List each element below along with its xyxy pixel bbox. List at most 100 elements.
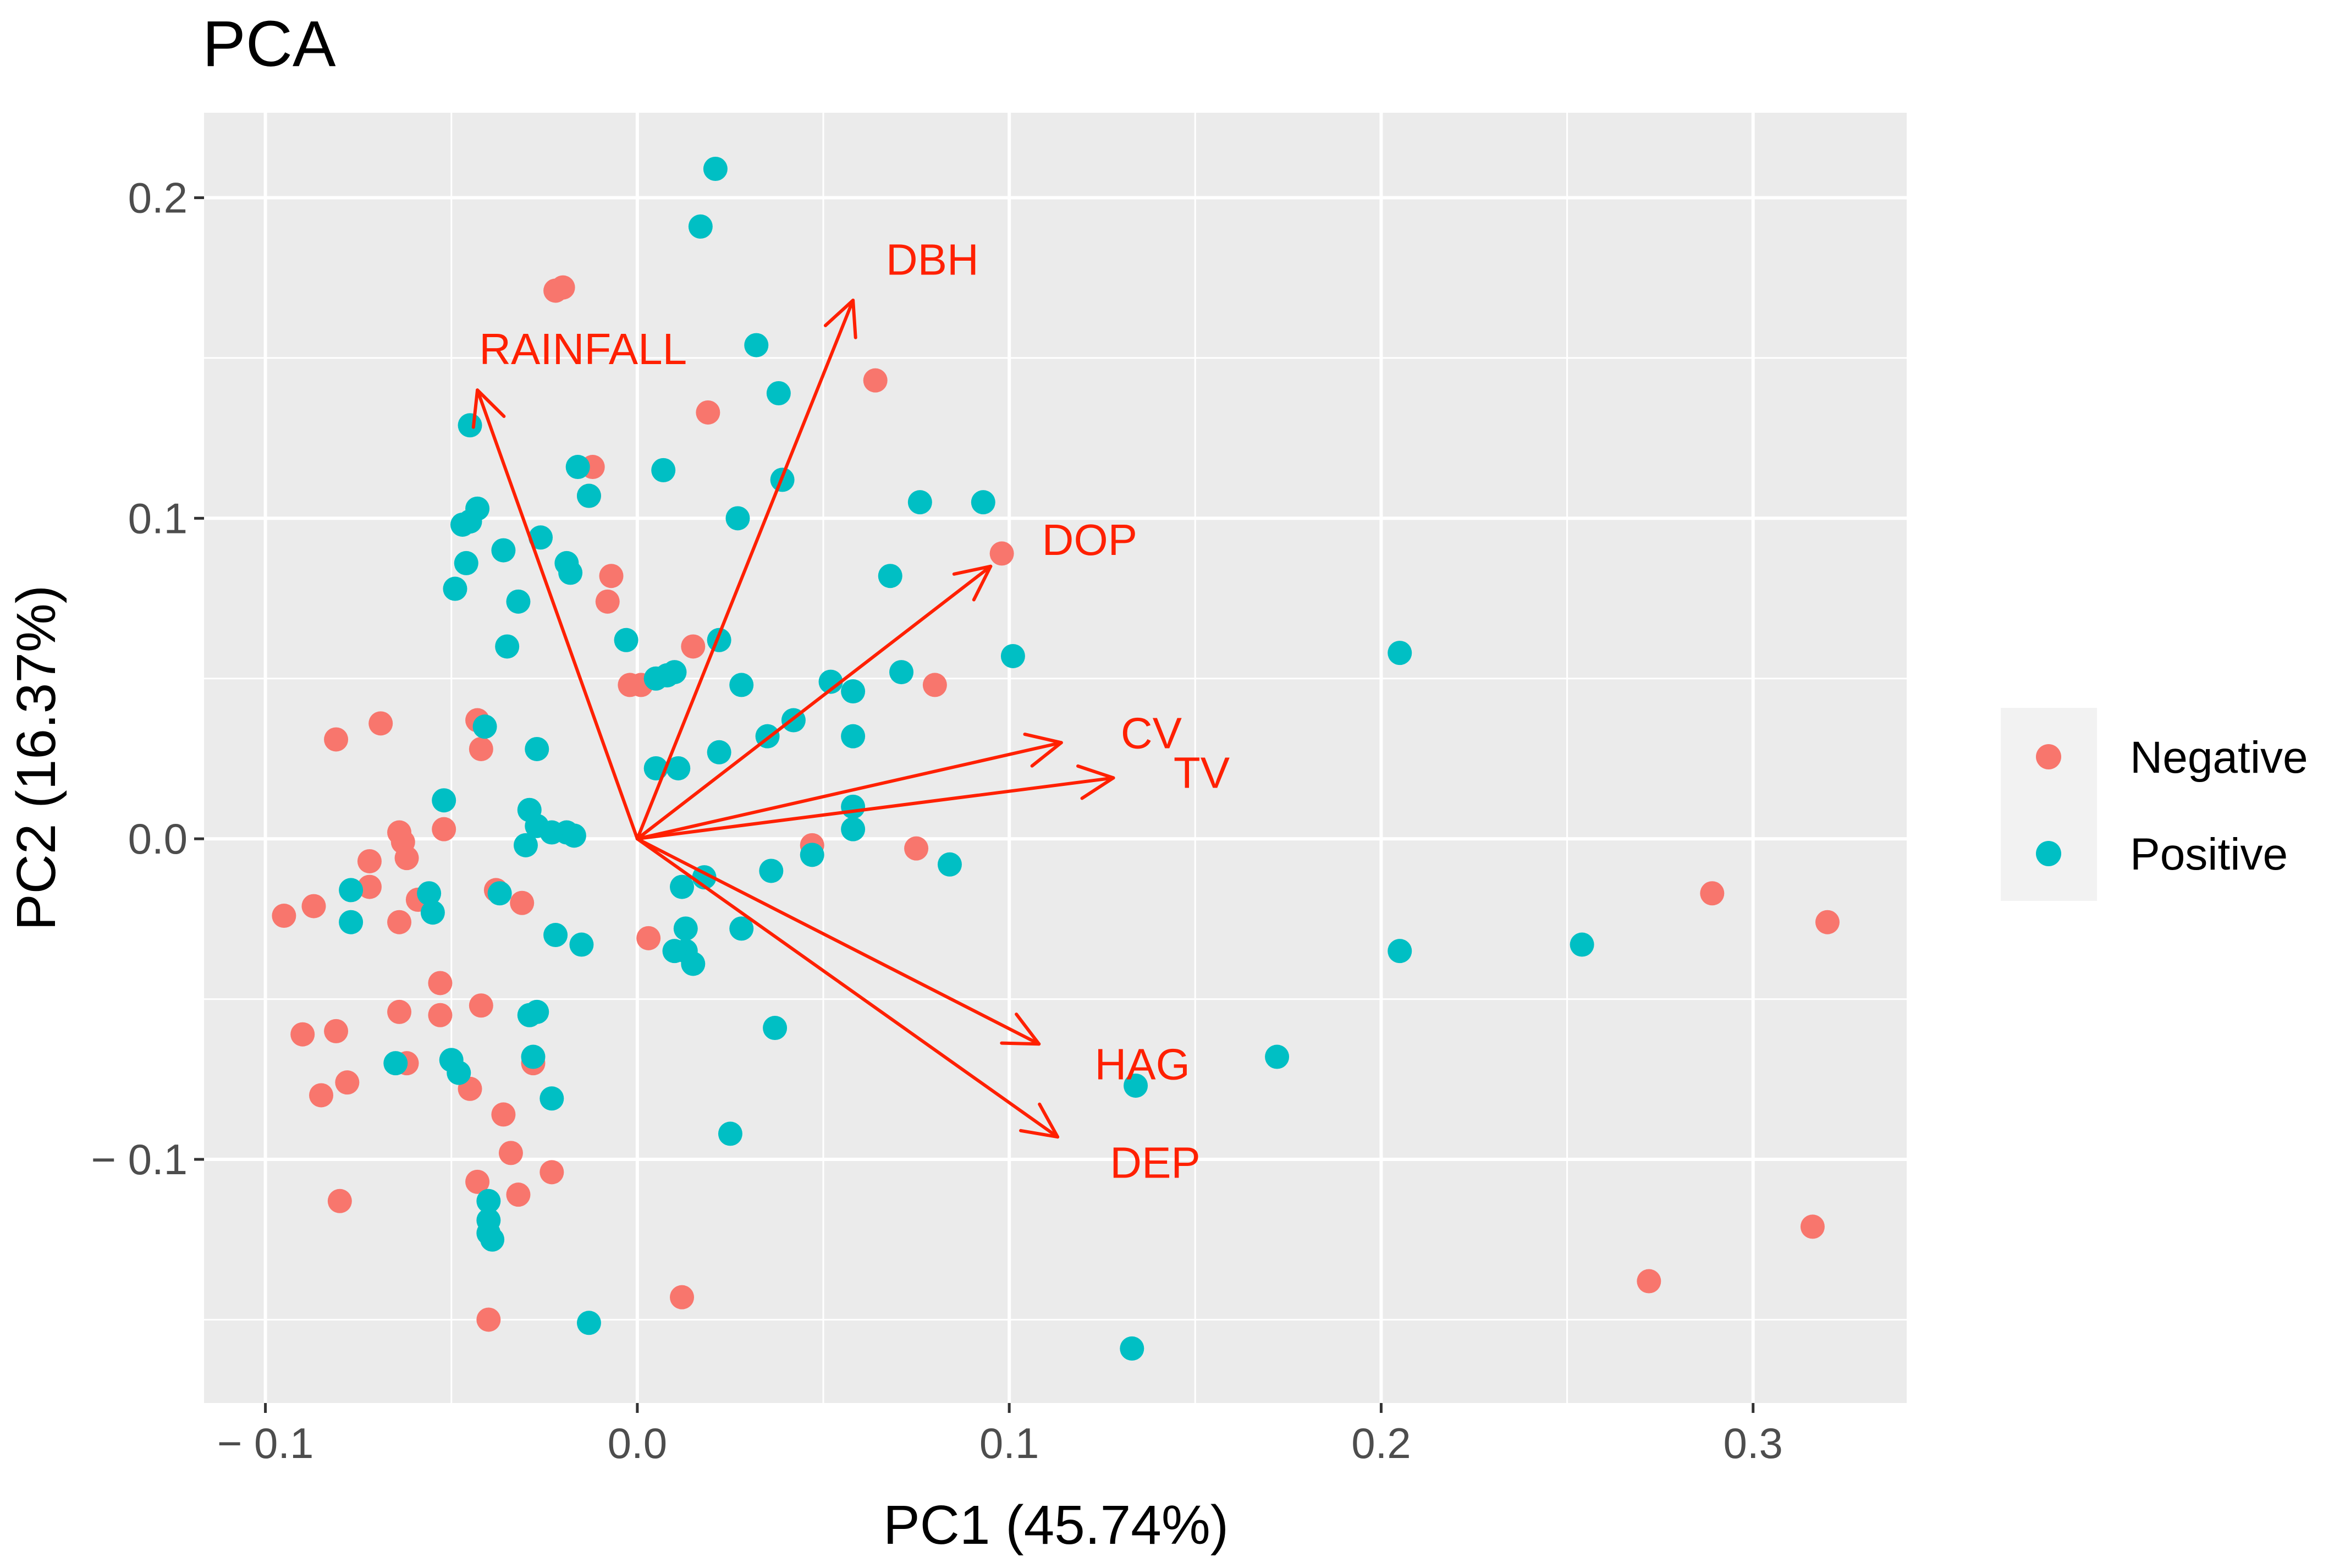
data-point-positive <box>558 560 583 585</box>
data-point-positive <box>841 679 866 704</box>
arrow-shaft <box>635 837 1041 1046</box>
data-point-negative <box>476 1307 501 1332</box>
data-point-negative <box>599 564 624 588</box>
data-point-positive <box>472 714 497 739</box>
arrow-head <box>1076 764 1115 800</box>
data-point-positive <box>937 852 962 877</box>
legend-label-positive: Positive <box>2130 829 2288 879</box>
arrow-dep: DEP <box>635 837 1201 1187</box>
data-point-negative <box>863 368 888 393</box>
data-point-negative <box>922 673 947 697</box>
data-point-positive <box>729 673 754 697</box>
arrow-shaft <box>635 837 1060 1139</box>
arrow-rainfall: RAINFALL <box>471 324 687 841</box>
data-point-positive <box>339 910 364 934</box>
data-point-positive <box>818 669 843 694</box>
data-point-negative <box>335 1070 360 1095</box>
y-tick-label: 0.0 <box>128 815 188 863</box>
y-tick-label: 0.1 <box>128 494 188 542</box>
arrow-label-cv: CV <box>1121 709 1182 758</box>
data-point-positive <box>491 538 516 563</box>
data-point-positive <box>458 509 482 534</box>
data-point-negative <box>1637 1269 1661 1294</box>
data-point-positive <box>800 843 824 867</box>
data-point-positive <box>878 564 902 588</box>
data-point-positive <box>1000 643 1025 668</box>
data-point-positive <box>666 756 691 780</box>
data-point-positive <box>1265 1044 1290 1069</box>
axis-tick-labels: − 0.1 0.0 0.1 0.2 0.3 0.2 0.1 0.0 − 0.1 <box>91 173 1783 1467</box>
data-point-positive <box>841 794 866 819</box>
data-point-positive <box>1570 932 1594 957</box>
arrow-tv: TV <box>635 748 1230 841</box>
data-point-positive <box>417 881 442 906</box>
arrow-head <box>952 564 993 602</box>
data-point-positive <box>907 490 932 515</box>
data-point-negative <box>696 400 720 425</box>
data-point-positive <box>1120 1336 1144 1361</box>
arrow-head <box>1023 733 1063 768</box>
arrow-head <box>471 388 506 429</box>
arrow-label-hag: HAG <box>1094 1040 1190 1089</box>
data-point-positive <box>476 1189 501 1213</box>
x-axis-title: PC1 (45.74%) <box>883 1494 1229 1556</box>
data-point-positive <box>454 551 478 575</box>
data-point-negative <box>670 1285 695 1310</box>
arrow-dbh: DBH <box>635 235 979 841</box>
data-point-negative <box>681 634 706 659</box>
arrow-label-dep: DEP <box>1110 1138 1201 1187</box>
data-point-positive <box>1388 939 1412 964</box>
data-point-positive <box>1388 641 1412 665</box>
arrow-shaft <box>635 298 855 841</box>
data-point-negative <box>324 1019 349 1043</box>
data-point-negative <box>428 1003 453 1027</box>
data-point-positive <box>443 576 467 601</box>
data-point-negative <box>469 993 493 1018</box>
data-point-positive <box>562 823 586 848</box>
data-point-negative <box>394 846 419 871</box>
data-point-positive <box>688 214 713 239</box>
data-point-negative <box>428 971 453 995</box>
data-point-positive <box>339 878 364 903</box>
data-point-negative <box>636 926 661 950</box>
data-point-negative <box>551 275 575 300</box>
data-point-negative <box>1800 1214 1825 1239</box>
data-point-positive <box>383 1051 408 1076</box>
y-axis-title: PC2 (16.37%) <box>5 585 67 931</box>
data-point-negative <box>510 890 535 915</box>
data-point-negative <box>904 836 929 861</box>
x-tick-label: 0.0 <box>608 1419 667 1467</box>
data-point-positive <box>759 859 784 883</box>
data-point-negative <box>465 1169 490 1194</box>
x-tick-label: 0.1 <box>979 1419 1039 1467</box>
data-point-negative <box>989 541 1014 566</box>
data-point-positive <box>681 951 706 976</box>
data-point-negative <box>1700 881 1725 906</box>
data-point-negative <box>309 1083 334 1108</box>
data-point-positive <box>480 1227 505 1252</box>
data-point-negative <box>327 1189 352 1213</box>
major-gridlines <box>204 113 1907 1403</box>
arrow-label-rainfall: RAINFALL <box>479 324 687 373</box>
data-point-negative <box>387 910 412 934</box>
data-point-positive <box>513 833 538 857</box>
data-point-negative <box>540 1160 564 1185</box>
data-point-negative <box>432 817 456 841</box>
series-positive <box>339 157 1594 1361</box>
data-point-positive <box>662 660 687 685</box>
data-point-positive <box>729 916 754 941</box>
data-point-positive <box>614 628 638 652</box>
data-point-negative <box>506 1182 531 1207</box>
data-point-negative <box>1815 910 1840 934</box>
data-point-positive <box>576 1311 601 1335</box>
data-point-positive <box>525 736 549 761</box>
y-tick-label: − 0.1 <box>91 1135 188 1184</box>
arrow-shaft <box>476 388 639 841</box>
data-point-negative <box>324 727 349 752</box>
data-point-positive <box>506 589 531 614</box>
data-point-positive <box>707 740 731 764</box>
data-point-positive <box>447 1060 471 1085</box>
chart-title: PCA <box>202 8 336 80</box>
plot-panel <box>204 113 1907 1403</box>
